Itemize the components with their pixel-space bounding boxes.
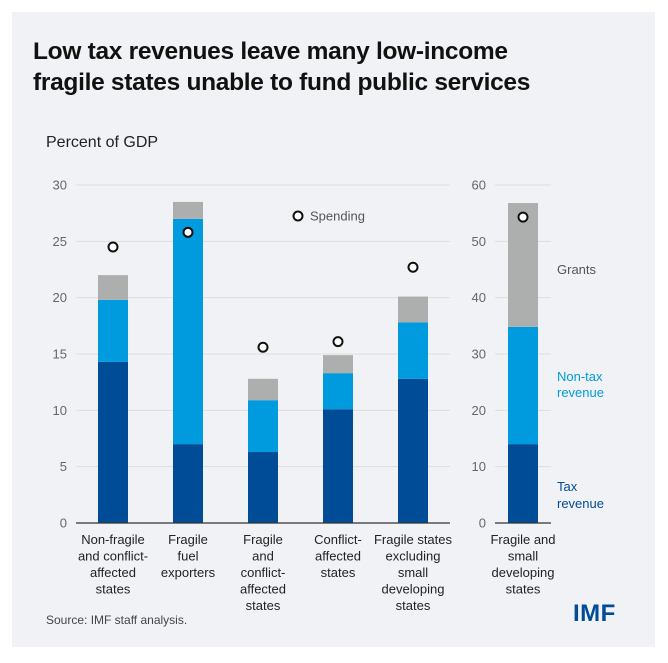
category-label: excluding — [386, 549, 441, 564]
category-label: affected — [315, 549, 361, 564]
category-label: Conflict- — [314, 532, 362, 547]
y-tick-label: 10 — [53, 403, 67, 418]
y-tick-label: 20 — [472, 403, 486, 418]
legend-spending-label: Spending — [310, 209, 365, 224]
category-label: states — [246, 598, 281, 613]
category-label: Fragile and — [490, 532, 555, 547]
legend-spending-marker — [292, 210, 304, 222]
bar-segment-grants — [398, 296, 428, 323]
spending-marker — [332, 336, 344, 348]
y-tick-label: 40 — [472, 290, 486, 305]
y-tick-label: 0 — [60, 516, 67, 531]
y-tick-label: 30 — [472, 347, 486, 362]
category-label: affected — [90, 565, 136, 580]
bar-segment-grants — [173, 201, 203, 219]
spending-marker — [182, 226, 194, 238]
category-label: Fragile — [168, 532, 208, 547]
source-note: Source: IMF staff analysis. — [46, 613, 188, 627]
category-label: states — [96, 582, 131, 597]
y-tick-label: 5 — [60, 459, 67, 474]
bar-segment-tax-revenue — [398, 378, 428, 523]
spending-marker — [107, 241, 119, 253]
series-annotation: Tax — [557, 479, 578, 494]
bar-segment-non-tax-revenue — [398, 322, 428, 379]
category-label: and — [252, 549, 274, 564]
y-tick-label: 30 — [53, 178, 67, 193]
bar-segment-non-tax-revenue — [508, 326, 538, 445]
y-tick-label: 50 — [472, 234, 486, 249]
spending-marker — [407, 261, 419, 273]
chart-title: Low tax revenues leave many low-income f… — [33, 36, 633, 98]
bar-segment-tax-revenue — [173, 444, 203, 523]
bar-segment-grants — [508, 203, 538, 327]
y-tick-label: 10 — [472, 459, 486, 474]
category-label: conflict- — [241, 565, 286, 580]
category-label: states — [396, 598, 431, 613]
spending-marker — [517, 211, 529, 223]
series-annotation: revenue — [557, 385, 604, 400]
series-annotation: Non-tax — [557, 369, 603, 384]
bar-segment-non-tax-revenue — [323, 373, 353, 410]
spending-marker — [257, 341, 269, 353]
category-label: states — [321, 565, 356, 580]
category-label: Fragile states — [374, 532, 453, 547]
bar-segment-non-tax-revenue — [173, 218, 203, 445]
series-annotation: revenue — [557, 496, 604, 511]
category-label: small — [398, 565, 428, 580]
y-tick-label: 20 — [53, 290, 67, 305]
category-label: exporters — [161, 565, 216, 580]
category-label: developing — [382, 582, 445, 597]
category-label: fuel — [178, 549, 199, 564]
bar-segment-tax-revenue — [98, 361, 128, 523]
bar-segment-grants — [323, 355, 353, 374]
y-tick-label: 15 — [53, 347, 67, 362]
category-label: small — [508, 549, 538, 564]
y-tick-label: 25 — [53, 234, 67, 249]
series-annotation: Grants — [557, 262, 597, 277]
chart-title-line-1: Low tax revenues leave many low-income — [33, 38, 508, 65]
imf-logo: IMF — [573, 600, 616, 627]
bar-segment-non-tax-revenue — [98, 299, 128, 362]
bar-segment-grants — [248, 378, 278, 401]
bar-segment-grants — [98, 275, 128, 300]
category-label: states — [506, 582, 541, 597]
bar-segment-tax-revenue — [323, 409, 353, 523]
unit-label: Percent of GDP — [46, 134, 159, 151]
chart-title-line-2: fragile states unable to fund public ser… — [33, 69, 531, 96]
category-label: affected — [240, 582, 286, 597]
category-label: Fragile — [243, 532, 283, 547]
y-tick-label: 0 — [479, 516, 486, 531]
category-label: developing — [492, 565, 555, 580]
y-tick-label: 60 — [472, 178, 486, 193]
bar-segment-tax-revenue — [508, 444, 538, 523]
bar-segment-non-tax-revenue — [248, 400, 278, 453]
bar-segment-tax-revenue — [248, 452, 278, 523]
category-label: and conflict- — [78, 549, 148, 564]
category-label: Non-fragile — [81, 532, 145, 547]
